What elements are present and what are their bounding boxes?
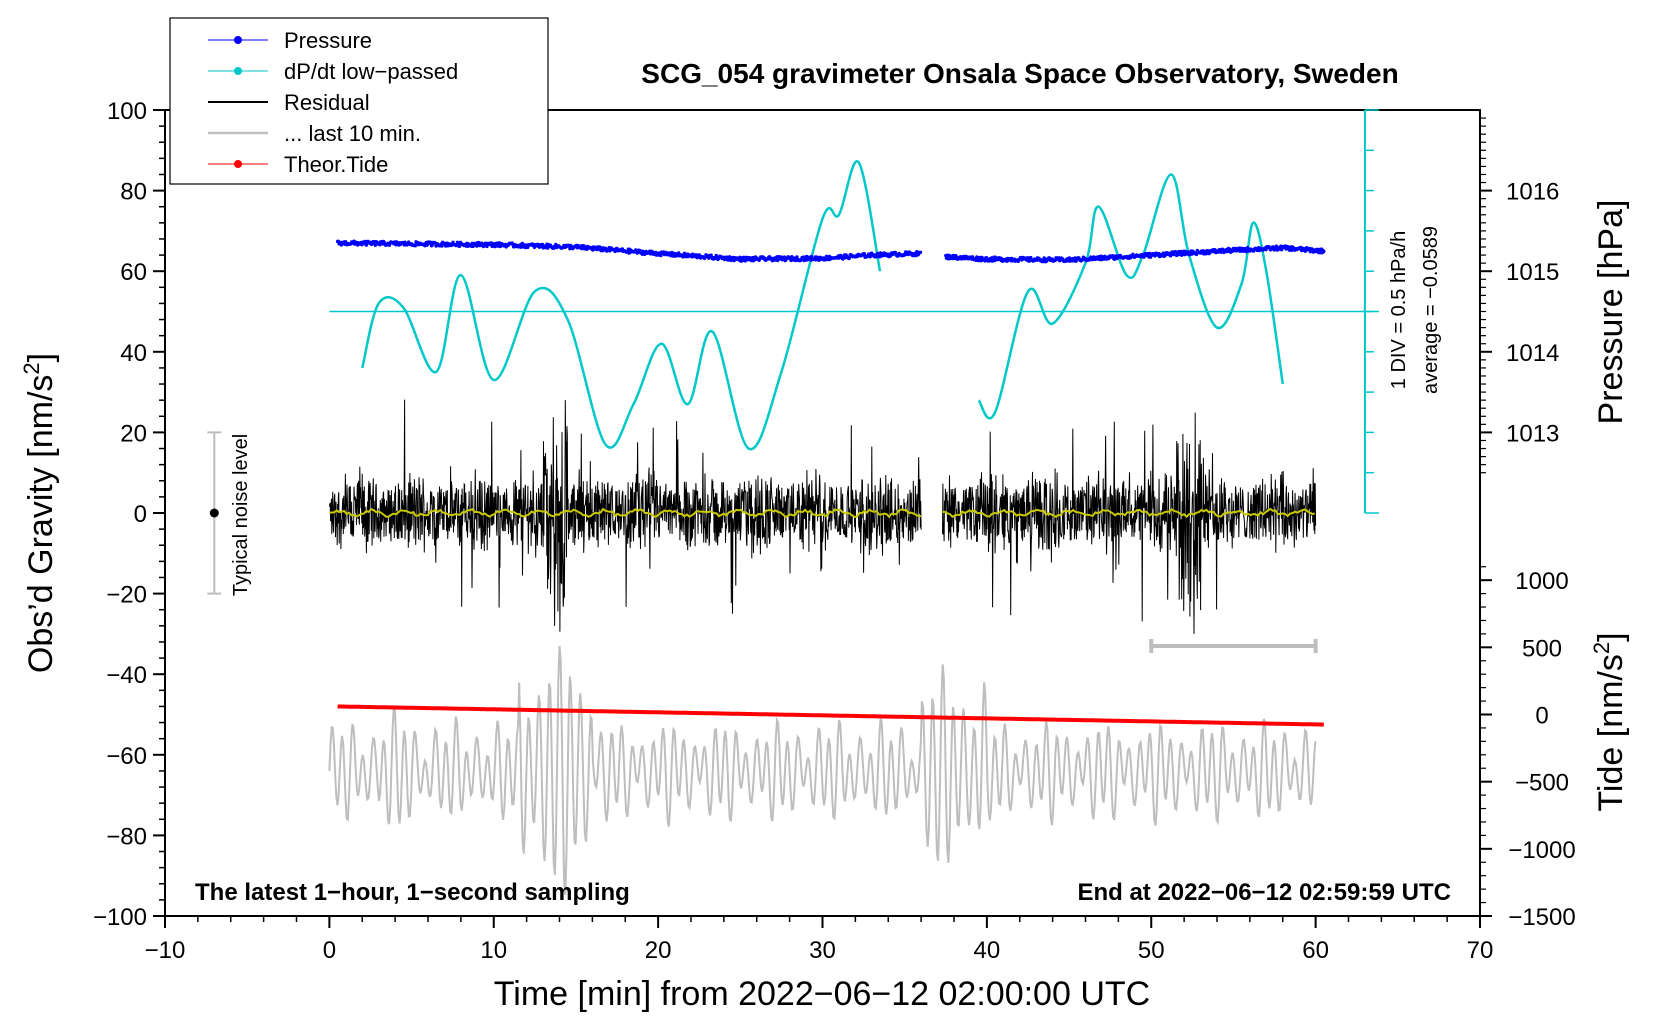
legend-label-pressure: Pressure (284, 28, 372, 53)
pressure-point (440, 244, 444, 248)
tide-tick-label: 0 (1535, 703, 1548, 730)
y-tick-label: −100 (93, 904, 147, 931)
pressure-point (1322, 249, 1326, 254)
pressure-point (739, 259, 744, 263)
pressure-point (364, 243, 369, 247)
x-tick-label: 0 (323, 937, 336, 964)
x-tick-label: 40 (974, 937, 1001, 964)
legend-label-last10: ... last 10 min. (284, 121, 421, 146)
pressure-point (847, 256, 852, 260)
pressure-point (1308, 250, 1313, 254)
annotation-end-time: End at 2022−06−12 02:59:59 UTC (1077, 879, 1451, 906)
legend-marker-pressure (234, 36, 242, 44)
pressure-point (475, 244, 479, 248)
pressure-tick-label: 1013 (1506, 420, 1559, 447)
y-tick-label: −80 (106, 823, 147, 850)
axes-layer: −10 0 10 20 30 40 50 60 70−100−80−60−40−20020406… (93, 98, 1576, 964)
x-tick-label: 10 (480, 937, 507, 964)
x-tick-label: 60 (1302, 937, 1329, 964)
pressure-tick-label: 1016 (1506, 179, 1559, 206)
pressure-point (373, 243, 377, 247)
tide-tick-label: 1000 (1515, 568, 1568, 595)
tide-series-line (337, 704, 1324, 727)
pressure-point (477, 240, 481, 245)
y-tick-label: −40 (106, 662, 147, 689)
noise-level-center-dot (209, 508, 219, 518)
residual-smoothed-line (329, 507, 922, 519)
x-tick-label: −10 (145, 937, 186, 964)
legend-marker-dpdt (234, 67, 242, 75)
y-tick-label: −20 (106, 582, 147, 609)
x-tick-label: 70 (1467, 937, 1494, 964)
dpdt-average-label: average = −0.0589 (1420, 226, 1442, 394)
dpdt-series-line (977, 173, 1285, 420)
dpdt-scale-label: 1 DIV = 0.5 hPa/h (1388, 231, 1410, 389)
pressure-point (1264, 247, 1268, 252)
pressure-point (1029, 255, 1033, 260)
y-axis-title-tide: Tide [nm/s2] (1589, 632, 1630, 811)
pressure-point (457, 244, 462, 248)
residual-smoothed-line (942, 507, 1315, 519)
y-tick-label: 20 (120, 420, 147, 447)
pressure-point (485, 244, 489, 249)
tide-tick-label: −500 (1515, 770, 1569, 797)
y-tick-label: 40 (120, 340, 147, 367)
pressure-point (1245, 246, 1250, 250)
pressure-tick-label: 1015 (1506, 259, 1559, 286)
pressure-series-points (335, 239, 923, 263)
legend-label-tide: Theor.Tide (284, 152, 388, 177)
pressure-point (519, 245, 523, 249)
pressure-point (659, 253, 663, 258)
x-tick-label: 50 (1138, 937, 1165, 964)
pressure-point (918, 250, 923, 254)
pressure-point (1168, 254, 1173, 258)
pressure-point (378, 243, 382, 247)
tide-tick-label: −1500 (1508, 904, 1575, 931)
dpdt-series-line (361, 160, 882, 451)
pressure-point (1274, 244, 1279, 248)
legend-marker-tide (234, 160, 242, 168)
tide-tick-label: −1000 (1508, 837, 1575, 864)
pressure-point (707, 256, 711, 260)
y-axis-title-pressure: Pressure [hPa] (1592, 200, 1630, 425)
noise-level-label: Typical noise level (230, 434, 252, 596)
pressure-point (1171, 252, 1176, 257)
x-axis-title: Time [min] from 2022−06−12 02:00:00 UTC (494, 975, 1150, 1013)
y-tick-label: −60 (106, 743, 147, 770)
pressure-point (413, 244, 417, 248)
legend-label-residual: Residual (284, 90, 370, 115)
chart-title: SCG_054 gravimeter Onsala Space Observat… (641, 58, 1398, 89)
pressure-point (810, 254, 814, 259)
y-tick-label: 80 (120, 179, 147, 206)
annotation-sampling: The latest 1−hour, 1−second sampling (195, 879, 630, 906)
x-tick-label: 30 (809, 937, 836, 964)
y-tick-label: 60 (120, 259, 147, 286)
last10-series-line (328, 645, 1317, 896)
pressure-point (868, 255, 872, 259)
residual-series-line (942, 412, 1317, 634)
pressure-series-points (944, 244, 1326, 264)
y-tick-label: 0 (134, 501, 147, 528)
y-tick-label: 100 (107, 98, 147, 125)
gravity-series-layer (207, 109, 1379, 896)
legend: Pressure dP/dt low−passed Residual ... l… (169, 17, 549, 185)
x-tick-label: 20 (645, 937, 672, 964)
y-axis-title-left: Obs’d Gravity [nm/s2] (19, 353, 60, 673)
tide-tick-label: 500 (1522, 635, 1562, 662)
legend-label-dpdt: dP/dt low−passed (284, 59, 458, 84)
pressure-tick-label: 1014 (1506, 340, 1559, 367)
